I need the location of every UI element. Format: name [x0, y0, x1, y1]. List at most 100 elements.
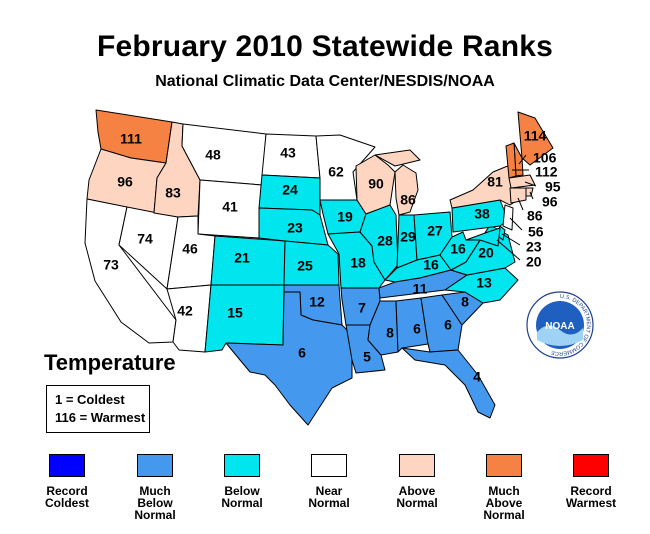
state-ks	[283, 240, 340, 286]
rank-label-mi: 86	[400, 192, 416, 208]
legend-swatch	[224, 454, 260, 477]
rank-label-me: 114	[524, 128, 547, 144]
legend-swatch	[137, 454, 173, 477]
noaa-logo: U.S. DEPARTMENT OF COMMERCE NOAA	[526, 291, 594, 359]
legend-label: Much Below Normal	[134, 484, 176, 522]
state-nj	[502, 204, 514, 231]
state-fl	[401, 347, 496, 419]
state-ri	[525, 187, 534, 197]
rank-label-de: 23	[526, 239, 542, 255]
rank-label-or: 96	[117, 174, 133, 190]
legend-label: Much Above Normal	[483, 484, 525, 522]
legend-swatch	[49, 454, 85, 477]
rank-label-tx: 6	[298, 345, 306, 361]
leader-line-ct	[517, 197, 524, 211]
rank-key-coldest: 1 = Coldest	[55, 392, 125, 407]
legend-item: Record Warmest	[551, 454, 631, 509]
rank-label-wy: 41	[222, 199, 238, 215]
rank-label-ky: 16	[423, 257, 439, 273]
rank-label-va: 20	[478, 245, 494, 261]
leader-line-md	[496, 239, 521, 261]
rank-label-nh: 106	[533, 150, 557, 166]
rank-label-fl: 4	[473, 369, 481, 385]
rank-labels: 1119673748348414642211543242325126621918…	[103, 128, 561, 385]
rank-label-ma: 95	[545, 179, 561, 195]
state-me	[517, 111, 554, 166]
legend-item: Above Normal	[377, 454, 457, 509]
rank-label-id: 83	[165, 185, 181, 201]
rank-label-ct: 86	[527, 208, 543, 224]
rank-label-nd: 43	[280, 145, 296, 161]
rank-key-box: 1 = Coldest 116 = Warmest	[46, 385, 150, 433]
state-mn	[315, 134, 376, 201]
state-al	[395, 297, 429, 353]
rank-label-il: 28	[377, 233, 393, 249]
rank-label-la: 5	[363, 349, 371, 365]
rank-label-ar: 7	[358, 300, 366, 316]
rank-label-nm: 15	[227, 305, 243, 321]
leader-lines	[496, 154, 537, 261]
rank-label-ga: 6	[444, 317, 452, 333]
parameter-heading: Temperature	[44, 350, 176, 375]
rank-label-in: 29	[400, 229, 416, 245]
map-title: February 2010 Statewide Ranks	[96, 30, 553, 63]
legend-swatch	[486, 454, 522, 477]
rank-label-wv: 16	[450, 241, 466, 257]
legend-label: Record Warmest	[565, 484, 617, 510]
rank-label-nj: 56	[528, 224, 544, 240]
rank-label-wa: 111	[120, 131, 142, 147]
legend-label: Below Normal	[221, 484, 263, 510]
leader-line-nj	[509, 217, 523, 231]
legend-label: Above Normal	[396, 484, 438, 510]
legend-item: Below Normal	[202, 454, 282, 509]
leader-line-ma	[524, 181, 537, 187]
leader-line-de	[501, 233, 521, 246]
state-ny	[449, 164, 519, 209]
rank-label-ca: 73	[103, 257, 119, 273]
rank-label-ok: 12	[309, 294, 325, 310]
leader-line-ri	[529, 191, 534, 200]
rank-label-ne: 23	[287, 220, 303, 236]
rank-label-ut: 46	[182, 241, 198, 257]
rank-label-vt: 112	[535, 164, 558, 180]
legend-item: Much Above Normal	[464, 454, 544, 521]
legend-swatch	[311, 454, 347, 477]
rank-label-az: 42	[177, 303, 193, 319]
legend-swatch	[573, 454, 609, 477]
leader-line-nh	[518, 154, 527, 165]
rank-label-sd: 24	[282, 182, 298, 198]
state-md	[465, 227, 501, 247]
legend-label: Near Normal	[308, 484, 350, 510]
rank-label-ri: 96	[542, 194, 558, 210]
state-ct	[509, 187, 527, 204]
rank-label-mt: 48	[205, 147, 221, 163]
state-nm	[204, 284, 285, 353]
map-subtitle: National Climatic Data Center/NESDIS/NOA…	[155, 73, 495, 90]
rank-label-md: 20	[526, 254, 542, 270]
state-ma	[508, 174, 536, 189]
rank-label-mo: 18	[350, 255, 366, 271]
legend-item: Near Normal	[289, 454, 369, 509]
state-vt	[505, 142, 517, 179]
legend-swatch	[399, 454, 435, 477]
rank-label-mn: 62	[328, 164, 344, 180]
rank-key-warmest: 116 = Warmest	[55, 410, 146, 425]
legend-item: Record Coldest	[27, 454, 107, 509]
noaa-logo-text: NOAA	[545, 321, 574, 332]
rank-label-nc: 13	[476, 275, 492, 291]
rank-label-oh: 27	[427, 223, 443, 239]
rank-label-sc: 8	[461, 294, 469, 310]
rank-label-co: 21	[234, 250, 250, 266]
rank-label-pa: 38	[474, 206, 490, 222]
rank-label-ms: 8	[386, 325, 394, 341]
state-shapes	[84, 109, 554, 426]
state-mi	[374, 149, 421, 216]
state-tx	[225, 291, 353, 426]
legend-item: Much Below Normal	[115, 454, 195, 521]
rank-label-tn: 11	[413, 281, 428, 297]
rank-label-wi: 90	[368, 176, 384, 192]
rank-label-nv: 74	[137, 231, 153, 247]
rank-label-ny: 81	[487, 174, 503, 190]
legend-label: Record Coldest	[44, 484, 89, 510]
